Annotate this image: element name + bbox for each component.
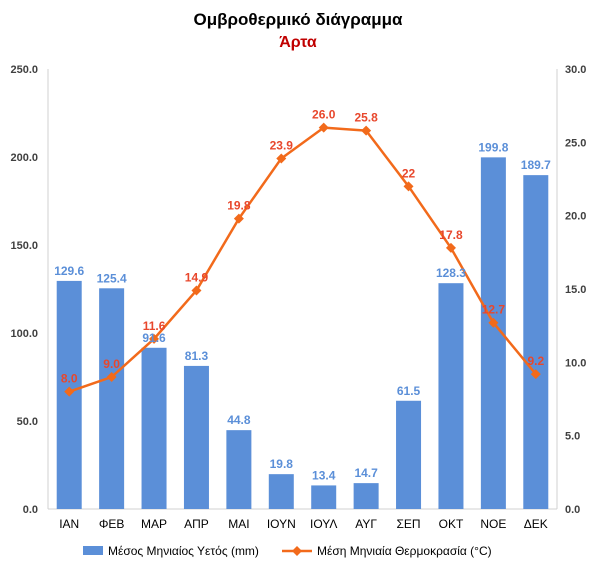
line-point [149,333,160,344]
y-right-tick-label: 0.0 [565,504,580,516]
legend-line-marker [292,546,302,556]
line-data-label: 17.8 [439,228,463,242]
bar [311,485,337,509]
line-data-label: 9.2 [527,354,544,368]
bar-data-label: 44.8 [227,413,251,427]
line-point [276,153,287,164]
line-data-label: 19.8 [227,199,251,213]
y-left-tick-label: 0.0 [23,504,38,516]
y-left-tick-label: 150.0 [10,240,38,252]
bar-data-label: 128.3 [436,266,466,280]
x-tick-label: ΙΟΥΝ [267,517,296,531]
line-point [403,181,414,192]
bar [396,400,422,509]
line-point [191,285,202,296]
bar [99,288,125,509]
bar-data-label: 125.4 [97,271,127,285]
bar-data-label: 61.5 [397,384,421,398]
x-tick-label: ΝΟΕ [480,517,506,531]
line-data-label: 12.7 [482,303,506,317]
y-right-tick-label: 15.0 [565,284,586,296]
y-right-tick-label: 20.0 [565,211,586,223]
legend-bar-swatch [83,546,103,555]
x-tick-label: ΙΑΝ [59,517,79,531]
bar-data-label: 189.7 [521,158,551,172]
y-right-tick-label: 30.0 [565,64,586,76]
line-data-label: 11.6 [143,319,166,333]
x-tick-label: ΙΟΥΛ [310,517,337,531]
y-right-tick-label: 25.0 [565,137,586,149]
y-right-tick-label: 5.0 [565,431,580,443]
line-point [318,122,329,133]
chart-subtitle: Άρτα [279,34,317,51]
line-point [233,213,244,224]
chart-title: Ομβροθερμικό διάγραμμα [194,10,404,29]
bar [523,175,549,510]
bar [268,474,294,509]
legend-line-label: Μέση Μηνιαία Θερμοκρασία (°C) [317,544,492,558]
bar-data-label: 14.7 [354,466,378,480]
bar [226,430,252,509]
y-right-tick-label: 10.0 [565,357,586,369]
bar [438,283,464,509]
bar [183,365,209,509]
line-point [361,125,372,136]
x-tick-label: ΑΠΡ [184,517,209,531]
bar-data-label: 129.6 [54,264,84,278]
line-data-label: 23.9 [270,138,294,152]
line-point [106,372,117,382]
line-point [445,242,456,253]
plot-area: 0.0 50.0 100.0 150.0 200.0 250.0 0.0 5.0 10.0 15.… [10,64,586,558]
bar-data-label: 19.8 [270,457,294,471]
x-tick-label: ΜΑΙ [228,517,249,531]
x-tick-label: ΦΕΒ [99,517,125,531]
line-data-label: 26.0 [312,108,336,122]
x-tick-label: ΟΚΤ [439,517,464,531]
line-point [530,369,541,380]
line-data-label: 14.9 [185,270,209,284]
x-tick-label: ΜΑΡ [141,517,167,531]
line-data-label: 22 [402,166,416,180]
y-left-tick-label: 200.0 [10,152,38,164]
temperature-line [68,126,537,393]
bar-data-label: 13.4 [312,468,336,482]
bar-data-label: 91.6 [142,331,166,345]
y-left-tick-label: 250.0 [10,64,38,76]
legend-bar-label: Μέσος Μηνιαίος Υετός (mm) [108,544,259,558]
line-point [64,386,75,397]
x-tick-label: ΣΕΠ [396,517,420,531]
bar-data-label: 81.3 [185,349,209,363]
line-data-label: 9.0 [103,357,120,371]
bar-data-label: 199.8 [478,140,508,154]
line-data-label: 25.8 [354,111,378,125]
bar [353,483,379,509]
x-tick-label: ΑΥΓ [355,517,377,531]
line-point [488,317,499,328]
y-left-tick-label: 50.0 [17,416,38,428]
line-data-label: 8.0 [61,372,78,386]
y-left-tick-label: 100.0 [10,328,38,340]
bar [141,347,167,509]
x-tick-label: ΔΕΚ [524,517,548,531]
